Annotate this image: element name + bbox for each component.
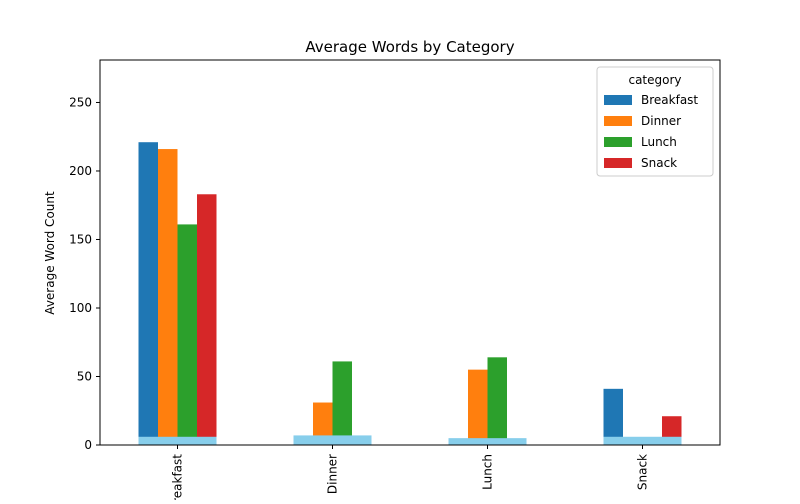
bar-lunch-dinner [332, 361, 352, 445]
y-tick-label: 100 [69, 301, 92, 315]
baseline-band-dinner [293, 435, 372, 445]
bar-lunch-lunch [487, 357, 507, 445]
y-tick-label: 250 [69, 95, 92, 109]
legend-label-breakfast: Breakfast [641, 93, 698, 107]
legend-swatch-breakfast [604, 95, 632, 105]
y-tick-label: 200 [69, 164, 92, 178]
bar-breakfast-snack [603, 388, 623, 445]
x-tick-label: Breakfast [171, 454, 185, 500]
y-tick-label: 50 [77, 369, 92, 383]
x-tick-label: Snack [636, 454, 650, 490]
baseline-band-snack [603, 436, 682, 445]
bar-breakfast-breakfast [138, 142, 158, 445]
plot-frame [99, 59, 721, 446]
bar-dinner-breakfast [158, 149, 178, 445]
legend-label-snack: Snack [641, 156, 677, 170]
legend-label-lunch: Lunch [641, 135, 677, 149]
bar-snack-breakfast [197, 194, 217, 445]
legend-title: category [628, 73, 681, 87]
y-axis: 0 50 100 150 200 250 [69, 95, 100, 452]
baseline-band-group [138, 435, 682, 445]
y-tick-label: 0 [84, 438, 92, 452]
baseline-band-lunch [448, 438, 527, 445]
baseline-band-breakfast [138, 436, 217, 445]
x-axis: Breakfast Dinner Lunch Snack [171, 445, 650, 504]
bars-group [138, 142, 682, 445]
legend-swatch-dinner [604, 116, 632, 126]
legend-box [596, 66, 714, 177]
bar-dinner-dinner [313, 402, 333, 445]
legend-label-dinner: Dinner [641, 114, 681, 128]
legend: category Breakfast Dinner Lunch Snack [596, 66, 714, 177]
bar-dinner-lunch [468, 369, 488, 445]
y-axis-label: Average Word Count [43, 191, 57, 315]
x-tick-label: Dinner [326, 454, 340, 494]
x-tick-label: Lunch [481, 454, 495, 490]
legend-swatch-snack [604, 158, 632, 168]
bar-lunch-breakfast [177, 224, 197, 445]
y-tick-label: 150 [69, 232, 92, 246]
chart-title: Average Words by Category [305, 38, 514, 56]
legend-swatch-lunch [604, 137, 632, 147]
